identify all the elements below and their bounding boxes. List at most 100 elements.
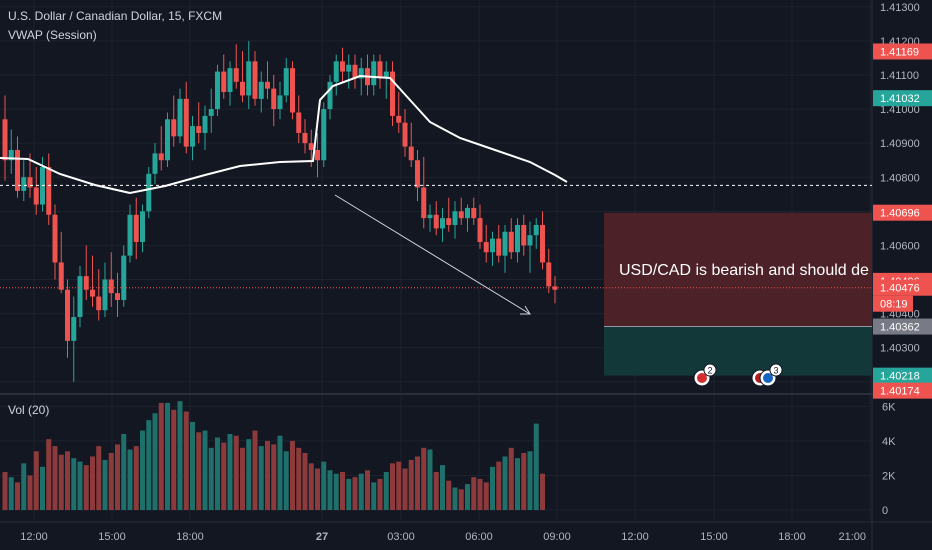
volume-bar [108,453,114,510]
candle-down [540,224,545,263]
candles [2,40,558,382]
volume-bar [402,468,408,510]
volume-bar [246,439,252,510]
price-label: 1.40218 [873,367,932,384]
candle-up [227,68,233,93]
candle-up [152,153,158,174]
vwap-indicator-label[interactable]: VWAP (Session) [8,28,97,42]
candle-down [352,64,358,79]
event-count: 2 [707,366,712,376]
time-tick-label: 15:00 [98,531,126,543]
take-profit-zone [604,326,872,376]
volume-bar [146,420,152,510]
candle-up [371,61,377,86]
candle-down [221,71,227,93]
volume-bar [290,440,295,510]
volume-bar [46,439,52,510]
volume-bar [40,466,45,510]
price-tick-label: 1.40300 [880,343,920,355]
volume-bar [377,478,383,510]
volume-bar [2,472,8,510]
volume-indicator-label[interactable]: Vol (20) [8,403,50,417]
volume-bar [252,430,258,510]
price-label-text: 1.41032 [880,93,920,105]
price-label-text: 1.40362 [880,322,920,334]
candle-up [140,211,145,243]
price-label-box [873,367,932,384]
candle-down [446,218,452,225]
overlay-lines [0,74,872,315]
candle-up [383,71,389,79]
volume-bar [427,449,433,510]
countdown-label: 08:19 [873,295,913,312]
candle-down [415,160,420,188]
volume-bar [308,463,314,510]
volume-bar [333,473,339,510]
candle-down [402,122,408,147]
volume-bar [8,477,14,510]
candle-down [65,289,70,341]
candle-up [102,279,108,311]
volume-bar [177,401,183,510]
candle-up [21,177,27,191]
candle-down [2,119,8,161]
price-label-box [873,43,932,60]
candle-up [127,214,133,256]
vwap-line [0,74,568,195]
candle-down [33,187,39,205]
event-flag [763,373,773,383]
candle-down [233,68,239,82]
volume-bar [477,478,483,510]
candle-up [327,81,333,110]
candle-down [483,242,489,253]
price-tick-label: 1.40600 [880,240,920,252]
candle-down [240,81,245,96]
volume-bar [102,459,108,510]
volume-bar [440,465,445,510]
volume-bar [271,444,277,510]
price-label-text: 1.40174 [880,386,920,398]
time-tick-label: 15:00 [700,531,728,543]
volume-bar [515,458,520,510]
candle-up [490,238,495,253]
candle-up [502,231,508,256]
volume-bar [471,477,477,510]
volume-bar [27,475,33,510]
price-label-box [873,90,932,107]
time-tick-label: 12:00 [621,531,649,543]
candle-down [377,61,383,79]
volume-bar [158,402,164,510]
volume-bar [127,449,133,510]
candle-up [258,81,264,99]
volume-bar [390,463,395,510]
volume-bar [140,430,145,510]
candle-down [521,224,527,246]
candle-up [527,235,533,246]
price-tick-label: 1.41300 [880,2,920,14]
candle-down [477,218,483,243]
time-tick-label: 18:00 [176,531,204,543]
volume-bar [183,411,189,510]
volume-bar [227,434,233,510]
annotation-clip: USD/CAD is bearish and should de [604,205,872,319]
candle-up [333,61,339,82]
volume-bar [302,453,308,510]
volume-bar [258,446,264,510]
volume-bar [52,446,58,510]
volume-bar [508,447,514,510]
candle-up [465,207,470,219]
volume-bar [533,423,539,510]
us-flag-event-icon[interactable]: 3 [751,363,783,387]
volume-bar [71,458,77,510]
volume-bar [415,456,420,510]
price-label: 1.40174 [873,382,932,399]
candle-up [246,61,252,96]
ca-flag-event-icon[interactable]: 2 [693,363,717,387]
volume-bar [465,484,470,510]
time-tick-label: 06:00 [465,531,493,543]
symbol-title[interactable]: U.S. Dollar / Canadian Dollar, 15, FXCM [8,9,223,23]
candle-down [171,119,177,137]
